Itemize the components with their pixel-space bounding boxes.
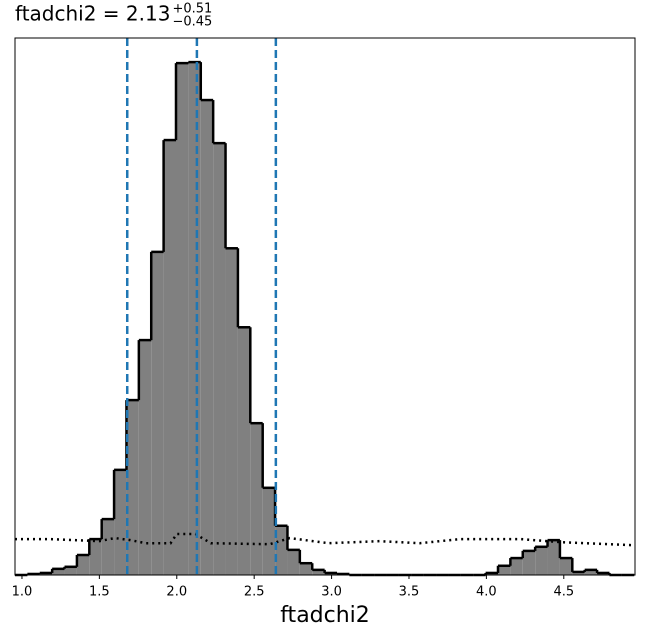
bar <box>188 62 201 575</box>
bar <box>101 519 115 575</box>
bar <box>299 563 313 575</box>
bar <box>114 469 127 575</box>
x-tick-label: 4.0 <box>476 585 497 600</box>
x-tick-label: 3.5 <box>399 585 420 600</box>
bar <box>64 566 77 575</box>
bar <box>584 569 598 575</box>
bar <box>522 550 536 575</box>
x-tick-label: 4.5 <box>553 585 574 600</box>
bar <box>497 565 511 575</box>
bar <box>213 143 226 576</box>
x-axis-label: ftadchi2 <box>280 603 370 628</box>
x-tick-label: 2.0 <box>166 585 187 600</box>
plot-frame <box>14 37 636 576</box>
x-tick-label: 2.5 <box>244 585 265 600</box>
bar <box>510 558 523 575</box>
bar <box>138 340 152 575</box>
bar <box>287 549 300 575</box>
bar <box>163 140 176 575</box>
x-tick-label: 1.0 <box>12 585 33 600</box>
bar <box>225 248 238 575</box>
bar <box>275 525 288 575</box>
bar <box>559 558 573 575</box>
bar <box>151 251 164 576</box>
bar <box>547 540 560 575</box>
prior-line <box>15 532 635 547</box>
title-lower: −0.45 <box>172 15 212 30</box>
x-tick-label: 3.0 <box>321 585 342 600</box>
bar <box>126 400 139 575</box>
bar <box>52 568 65 575</box>
x-tick-label: 1.5 <box>89 585 110 600</box>
chart-title: ftadchi2 = 2.13 <box>15 2 170 26</box>
bar <box>76 554 90 575</box>
bar <box>535 546 548 575</box>
bar <box>200 100 214 575</box>
bar <box>572 571 585 575</box>
bar <box>175 63 189 575</box>
bar <box>312 569 325 575</box>
title-upper: +0.51 <box>172 2 212 17</box>
bar <box>237 327 251 575</box>
bar <box>250 423 263 575</box>
bar <box>262 487 276 575</box>
bar <box>89 539 102 575</box>
